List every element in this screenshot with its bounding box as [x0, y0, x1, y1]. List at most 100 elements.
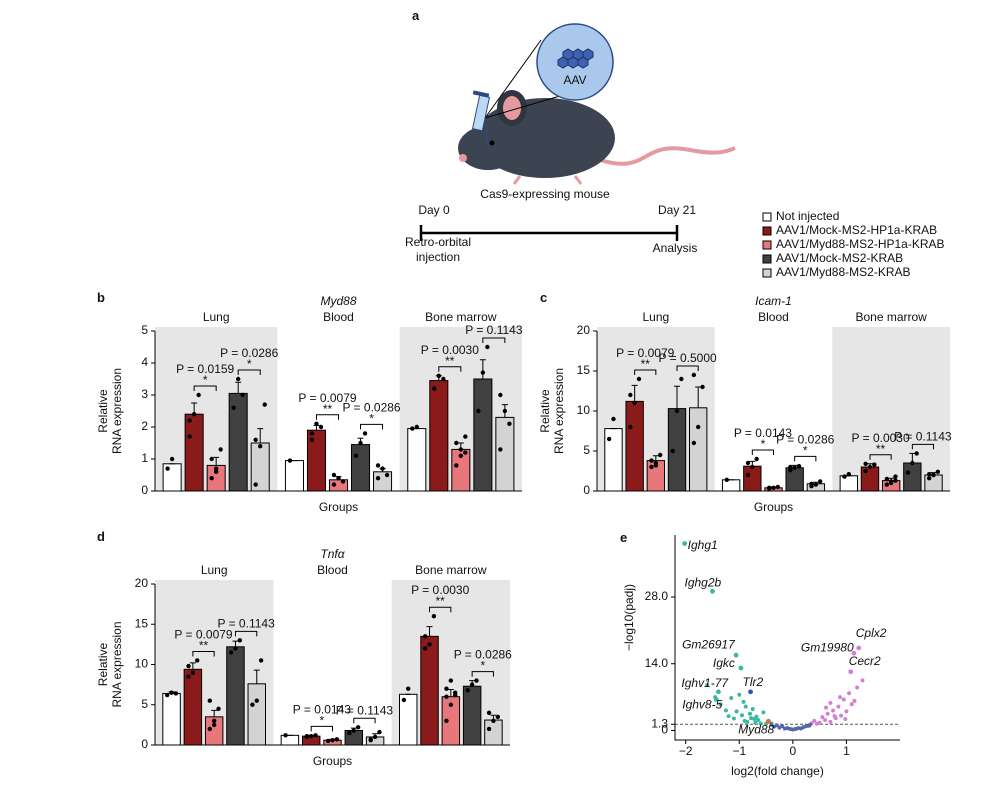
data-point [734, 709, 739, 714]
significance-bracket [360, 423, 384, 430]
significance-bracket [234, 630, 258, 637]
data-point [691, 440, 697, 446]
legend-swatch [762, 268, 772, 278]
legend-label: AAV1/Myd88-MS2-HP1a-KRAB [776, 237, 945, 251]
data-point [741, 699, 746, 704]
data-point [729, 696, 734, 701]
error-bar [313, 424, 320, 431]
virus-label: AAV [563, 73, 586, 87]
data-point [283, 733, 288, 738]
bar [625, 400, 644, 492]
significance-stars: * [480, 659, 485, 673]
data-point [823, 717, 827, 722]
axis-line [674, 535, 900, 741]
data-point [769, 722, 774, 727]
x-tick-label: −2 [679, 744, 693, 758]
data-point [213, 469, 219, 474]
bar [839, 475, 858, 492]
data-point [474, 678, 479, 683]
significance-stars: * [369, 411, 374, 425]
data-point [231, 405, 236, 410]
data-point [187, 418, 192, 423]
data-point [914, 451, 919, 456]
significance-bracket [429, 606, 452, 613]
data-point [195, 658, 200, 663]
data-point [700, 384, 705, 390]
y-axis-label: RNA expression [110, 621, 124, 707]
data-point [486, 726, 492, 732]
data-point [739, 713, 744, 718]
data-point [935, 469, 941, 474]
y-tick-label: 20 [135, 576, 149, 590]
data-point [331, 472, 337, 478]
x-tick-label: 0 [790, 744, 797, 758]
y-tick-label: 3 [141, 387, 148, 401]
data-point [726, 714, 731, 719]
group-label: Bone marrow [415, 563, 487, 577]
chart-title: Myd88 [320, 294, 356, 308]
data-point [313, 733, 318, 738]
y-tick-label: 1.3 [651, 716, 668, 730]
data-point [233, 646, 238, 651]
data-point [863, 468, 868, 474]
data-point [362, 431, 368, 436]
legend-label: AAV1/Mock-MS2-KRAB [776, 251, 903, 265]
legend-swatch [762, 226, 772, 236]
p-value: P = 0.0079 [298, 391, 356, 405]
data-point [336, 476, 341, 481]
significance-bracket [315, 414, 339, 420]
data-point [814, 721, 819, 726]
data-point [372, 734, 378, 740]
timeline-start-note: Retro-orbital [405, 235, 471, 249]
axis-line [154, 331, 522, 492]
bar [247, 683, 266, 746]
y-tick-label: 5 [141, 697, 148, 711]
data-point [431, 614, 437, 619]
data-point [211, 718, 217, 724]
error-bar [426, 626, 433, 637]
data-point [330, 737, 335, 743]
data-point [331, 482, 337, 487]
gene-label: Ighg2b [685, 575, 722, 589]
p-value: P = 0.5000 [659, 351, 717, 365]
bar [420, 635, 439, 746]
significance-bracket [237, 369, 261, 375]
data-point [452, 692, 458, 698]
bar [721, 479, 741, 492]
data-point [611, 416, 616, 422]
data-point [884, 476, 890, 482]
p-value: P = 0.0079 [174, 627, 232, 641]
gene-label: Ighg1 [688, 538, 718, 552]
group-label: Bone marrow [855, 310, 927, 324]
data-point [723, 708, 728, 713]
data-point [796, 464, 802, 469]
data-point [427, 642, 432, 647]
bar [407, 428, 427, 492]
data-point [340, 479, 346, 484]
bar [184, 413, 204, 492]
data-point [812, 718, 817, 723]
data-point [718, 702, 723, 707]
data-point [780, 724, 785, 729]
data-point [441, 376, 446, 382]
data-point [209, 476, 214, 481]
significance-bracket [482, 337, 506, 343]
group-label: Lung [201, 563, 228, 577]
data-point [454, 440, 459, 446]
data-point [211, 722, 217, 728]
data-point [926, 476, 932, 481]
group-label: Lung [642, 310, 669, 324]
bar [280, 734, 300, 746]
data-point [358, 440, 363, 446]
significance-bracket [676, 365, 699, 371]
bar [399, 693, 418, 746]
data-point [855, 685, 860, 690]
data-point [828, 700, 833, 705]
data-point [679, 376, 684, 382]
y-tick-label: 15 [135, 616, 149, 630]
timeline-start-note: injection [416, 250, 460, 264]
significance-stars: * [203, 373, 208, 387]
p-value: P = 0.0159 [176, 362, 234, 376]
data-point [756, 717, 761, 722]
data-point [745, 719, 750, 724]
